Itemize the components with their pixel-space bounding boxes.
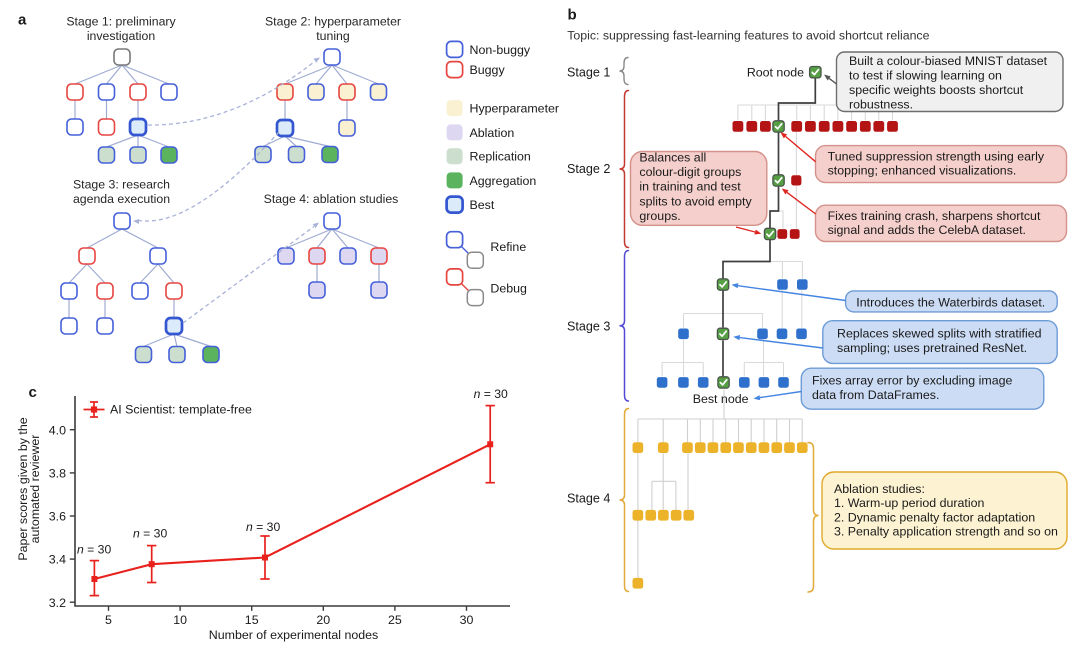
svg-text:c: c xyxy=(29,384,37,401)
svg-text:specific weights boosts shortc: specific weights boosts shortcut xyxy=(849,83,1024,97)
svg-text:1. Warm-up period duration: 1. Warm-up period duration xyxy=(834,496,984,510)
svg-text:Replaces skewed splits with st: Replaces skewed splits with stratified xyxy=(837,327,1042,341)
svg-text:automated reviewer: automated reviewer xyxy=(28,435,42,544)
svg-text:sampling; uses pretrained ResN: sampling; uses pretrained ResNet. xyxy=(837,341,1027,355)
svg-text:n = 30: n = 30 xyxy=(474,387,508,401)
svg-text:Refine: Refine xyxy=(490,240,526,254)
svg-text:stopping; enhanced visualizati: stopping; enhanced visualizations. xyxy=(828,164,1017,178)
svg-text:Buggy: Buggy xyxy=(470,63,506,77)
svg-text:Ablation studies:: Ablation studies: xyxy=(834,482,925,496)
svg-text:Root node: Root node xyxy=(747,66,804,80)
svg-text:3.6: 3.6 xyxy=(49,510,66,524)
svg-text:Number of experimental nodes: Number of experimental nodes xyxy=(209,628,378,642)
svg-text:Fixes training crash, sharpens: Fixes training crash, sharpens shortcut xyxy=(828,209,1041,223)
svg-text:robustness.: robustness. xyxy=(849,98,913,112)
svg-text:investigation: investigation xyxy=(87,29,156,43)
svg-text:2. Dynamic penalty factor adap: 2. Dynamic penalty factor adaptation xyxy=(834,510,1035,524)
svg-text:Non-buggy: Non-buggy xyxy=(470,43,531,57)
svg-text:b: b xyxy=(568,7,577,24)
svg-text:Built a colour-biased MNIST da: Built a colour-biased MNIST dataset xyxy=(849,54,1048,68)
svg-text:3.8: 3.8 xyxy=(49,467,66,481)
svg-text:20: 20 xyxy=(316,613,330,627)
svg-text:Stage 1: Stage 1 xyxy=(567,66,610,80)
svg-text:25: 25 xyxy=(388,613,402,627)
svg-text:30: 30 xyxy=(460,613,474,627)
svg-text:10: 10 xyxy=(173,613,187,627)
svg-text:splits to avoid empty: splits to avoid empty xyxy=(639,194,752,208)
svg-text:Replication: Replication xyxy=(470,150,531,164)
svg-text:Stage 4: Stage 4 xyxy=(567,491,610,505)
svg-text:Stage 2: Stage 2 xyxy=(567,162,610,176)
svg-text:Stage 1: preliminary: Stage 1: preliminary xyxy=(66,14,176,28)
svg-text:3.2: 3.2 xyxy=(49,596,66,610)
svg-text:Stage 3: Stage 3 xyxy=(567,319,610,333)
svg-text:tuning: tuning xyxy=(316,29,350,43)
svg-text:to test if slowing learning on: to test if slowing learning on xyxy=(849,69,1002,83)
svg-text:Stage 4: ablation studies: Stage 4: ablation studies xyxy=(264,192,399,206)
svg-text:3.4: 3.4 xyxy=(49,553,66,567)
svg-text:signal and adds the CelebA dat: signal and adds the CelebA dataset. xyxy=(828,223,1026,237)
svg-text:Paper scores given by the: Paper scores given by the xyxy=(16,417,30,560)
svg-text:Stage 3: research: Stage 3: research xyxy=(73,178,170,192)
svg-text:agenda execution: agenda execution xyxy=(73,192,170,206)
svg-text:AI Scientist: template-free: AI Scientist: template-free xyxy=(110,403,252,417)
svg-text:15: 15 xyxy=(245,613,259,627)
svg-text:Aggregation: Aggregation xyxy=(470,174,537,188)
svg-text:groups.: groups. xyxy=(639,209,680,223)
svg-text:4.0: 4.0 xyxy=(49,423,66,437)
svg-text:data from DataFrames.: data from DataFrames. xyxy=(812,388,939,402)
svg-text:Best: Best xyxy=(470,198,495,212)
svg-text:Introduces the Waterbirds data: Introduces the Waterbirds dataset. xyxy=(856,296,1045,310)
svg-text:colour-digit groups: colour-digit groups xyxy=(639,165,741,179)
svg-text:Best node: Best node xyxy=(693,392,749,406)
svg-text:n = 30: n = 30 xyxy=(77,543,111,557)
svg-text:Stage 2: hyperparameter: Stage 2: hyperparameter xyxy=(265,14,401,28)
svg-text:Tuned suppression strength usi: Tuned suppression strength using early xyxy=(828,149,1045,163)
svg-text:Ablation: Ablation xyxy=(470,126,515,140)
svg-text:3. Penalty application strengt: 3. Penalty application strength and so o… xyxy=(834,525,1058,539)
svg-text:5: 5 xyxy=(105,613,112,627)
svg-text:n = 30: n = 30 xyxy=(133,527,167,541)
svg-text:a: a xyxy=(18,11,27,28)
svg-text:in training and test: in training and test xyxy=(639,180,741,194)
svg-text:Balances all: Balances all xyxy=(639,150,706,164)
svg-text:n = 30: n = 30 xyxy=(246,520,280,534)
svg-text:Topic: suppressing fast-learni: Topic: suppressing fast-learning feature… xyxy=(567,29,929,43)
svg-text:Hyperparameter: Hyperparameter xyxy=(470,102,560,116)
svg-text:Fixes array error by excluding: Fixes array error by excluding image xyxy=(812,373,1013,387)
svg-text:Debug: Debug xyxy=(490,281,527,295)
